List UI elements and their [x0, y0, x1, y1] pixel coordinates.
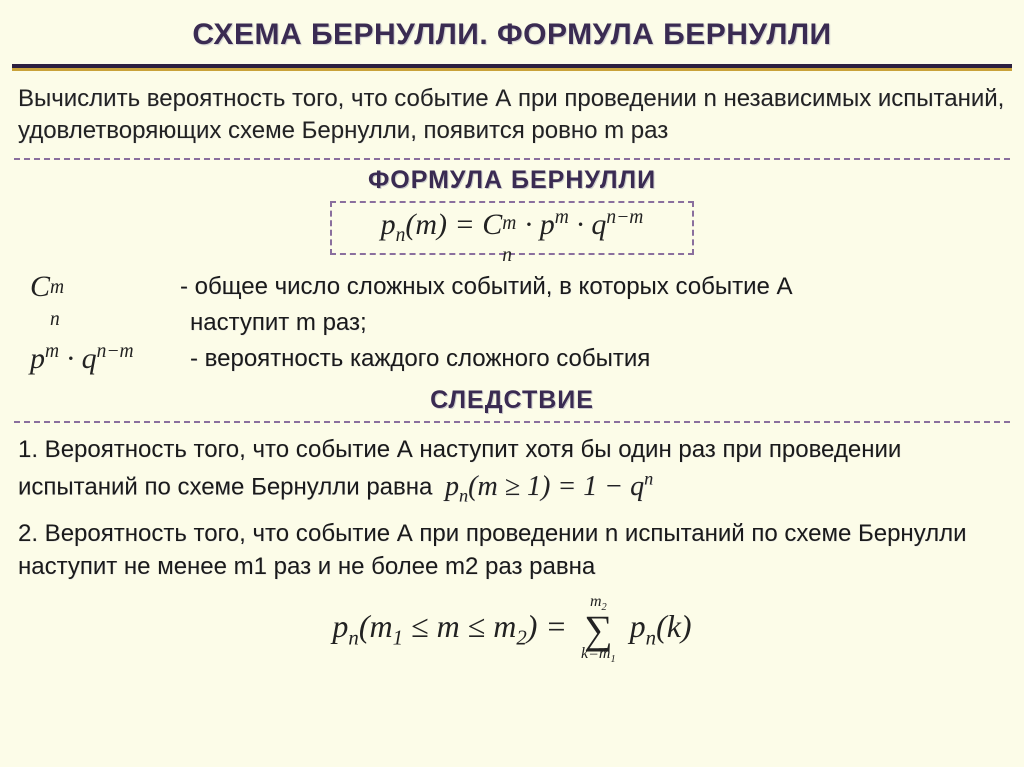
corollary-2: 2. Вероятность того, что событие А при п…: [0, 513, 1024, 588]
main-formula-box: pn(m) = Cmn · pm · qn−m: [330, 201, 694, 255]
main-formula: pn(m) = Cmn · pm · qn−m: [381, 208, 644, 241]
formula-label: ФОРМУЛА БЕРНУЛЛИ: [0, 166, 1024, 195]
slide-title: СХЕМА БЕРНУЛЛИ. ФОРМУЛА БЕРНУЛЛИ: [0, 18, 1024, 52]
sigma-icon: m2 ∑ k=m1: [581, 594, 616, 665]
slide-header: СХЕМА БЕРНУЛЛИ. ФОРМУЛА БЕРНУЛЛИ: [0, 0, 1024, 60]
explain-row-2: pm · qn−m - вероятность каждого сложного…: [0, 337, 1024, 382]
explain-text-1: - общее число сложных событий, в которых…: [180, 267, 793, 303]
explain-row-1: Cmn - общее число сложных событий, в кот…: [0, 265, 1024, 310]
divider-bottom: [14, 421, 1010, 423]
corollary-1: 1. Вероятность того, что событие А насту…: [0, 429, 1024, 513]
explain-text-2: - вероятность каждого сложного события: [190, 339, 650, 375]
combination-symbol: Cmn: [30, 267, 170, 308]
divider-top: [14, 158, 1010, 160]
corollary-2-formula: pn(m1 ≤ m ≤ m2) = m2 ∑ k=m1 pn(k): [0, 594, 1024, 665]
corollary-1-formula: pn(m ≥ 1) = 1 − qn: [445, 471, 653, 502]
rule-gold: [12, 68, 1012, 71]
problem-statement: Вычислить вероятность того, что событие …: [0, 77, 1024, 156]
corollary-2-text: 2. Вероятность того, что событие А при п…: [18, 520, 967, 581]
corollary-label: СЛЕДСТВИЕ: [0, 386, 1024, 415]
explain-text-1b: наступит m раз;: [0, 309, 1024, 337]
pq-symbol: pm · qn−m: [30, 339, 180, 380]
